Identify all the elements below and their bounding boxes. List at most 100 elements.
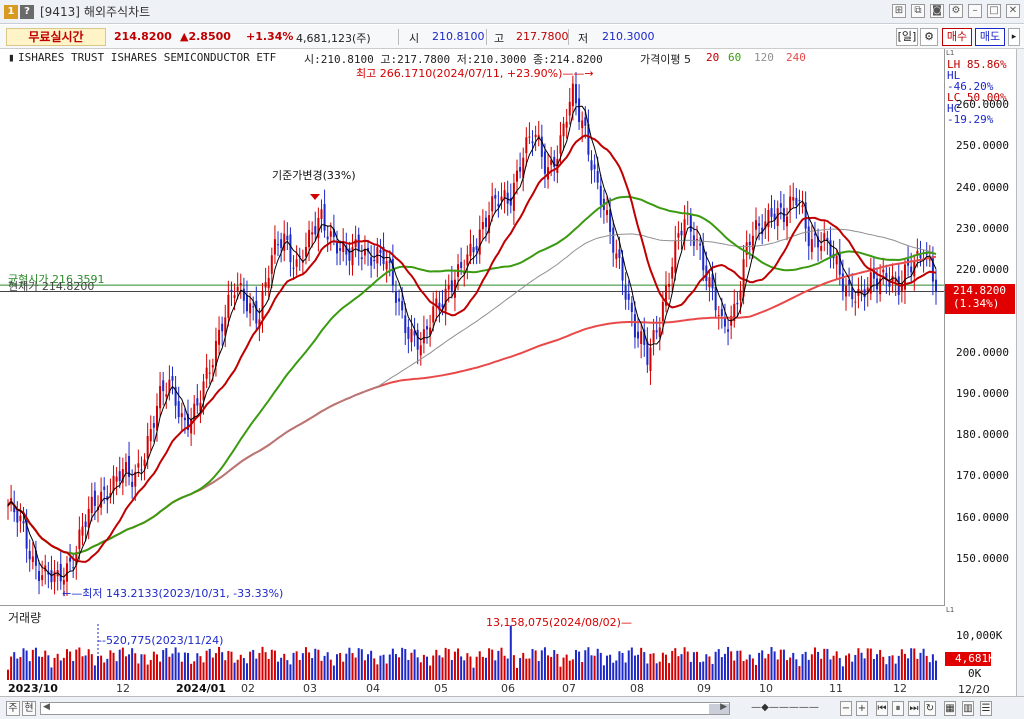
candle — [286, 235, 289, 241]
candle — [478, 229, 481, 255]
volume-bar — [733, 660, 736, 680]
right-scrollbar[interactable] — [1016, 49, 1024, 696]
candle — [270, 255, 273, 274]
period-selector[interactable]: [일] — [896, 28, 918, 46]
date-label: 12 — [116, 682, 130, 695]
volume-bar — [727, 646, 730, 680]
candle — [661, 301, 664, 322]
zoom-out-icon[interactable]: − — [840, 701, 852, 716]
volume-scale-icon[interactable]: L1 — [946, 606, 955, 614]
candle — [205, 367, 208, 379]
current-price-tag: 214.8200 (1.34%) — [945, 284, 1015, 314]
volume-bar — [723, 653, 726, 680]
last-icon[interactable]: ⏭ — [908, 701, 920, 716]
screenshot-icon[interactable]: ◙ — [930, 4, 944, 18]
pause-icon[interactable]: ⏸ — [892, 701, 904, 716]
zoom-current-button[interactable]: 현 — [22, 701, 36, 716]
minimize-icon[interactable]: – — [968, 4, 982, 18]
volume-bar — [171, 653, 174, 680]
volume-bar — [528, 658, 531, 680]
sell-button[interactable]: 매도 — [975, 28, 1005, 46]
volume-bar — [674, 648, 677, 680]
volume-bar — [578, 651, 581, 680]
maximize-icon[interactable]: □ — [987, 4, 1001, 18]
buy-button[interactable]: 매수 — [942, 28, 972, 46]
candle — [363, 249, 366, 256]
volume-bar — [646, 663, 649, 680]
candle — [571, 83, 574, 107]
volume-bar — [109, 650, 112, 680]
price-chart[interactable]: 최고 266.1710(2024/07/11, +23.90%)——→ ←—최저 … — [0, 64, 944, 606]
candle — [817, 236, 820, 248]
volume-bar — [165, 648, 168, 680]
candle — [304, 246, 307, 257]
volume-bar — [463, 660, 466, 680]
link-icon[interactable]: ⊞ — [892, 4, 906, 18]
price-tick: 150.0000 — [956, 552, 1009, 565]
candle — [65, 563, 68, 582]
volume-bar — [78, 647, 81, 680]
axis-scale-icon[interactable]: L1 — [946, 49, 955, 57]
volume-chart[interactable]: --520,775(2023/11/24) 13,158,075(2024/08/… — [0, 606, 944, 682]
zoom-week-button[interactable]: 주 — [6, 701, 20, 716]
volume-bar — [227, 651, 230, 680]
scroll-left-icon[interactable]: ◀ — [43, 702, 50, 712]
grid-icon[interactable]: ▦ — [944, 701, 956, 716]
candle — [540, 136, 543, 157]
candle — [391, 258, 394, 286]
help-icon[interactable]: ? — [20, 4, 34, 19]
volume-bar — [776, 659, 779, 680]
volume-bar — [382, 654, 385, 680]
volume-bar — [314, 648, 317, 680]
candle — [497, 203, 500, 207]
settings-icon[interactable]: ⚙ — [949, 4, 963, 18]
zoom-in-icon[interactable]: + — [856, 701, 868, 716]
realtime-mode[interactable]: 무료실시간 — [6, 28, 106, 46]
candle — [655, 330, 658, 333]
volume-bar — [748, 654, 751, 680]
candle — [146, 436, 149, 459]
candle — [764, 221, 767, 229]
low-label: 저 — [578, 32, 589, 45]
split-marker-icon — [310, 194, 320, 200]
volume-bar — [152, 651, 155, 680]
volume-bar — [289, 664, 292, 680]
volume-bar — [62, 657, 65, 680]
candle — [801, 205, 804, 208]
candle — [593, 164, 596, 170]
price-tick: 240.0000 — [956, 180, 1009, 194]
zoom-slider[interactable]: —◆————— — [751, 702, 819, 713]
close-icon[interactable]: ✕ — [1006, 4, 1020, 18]
expand-icon[interactable]: ▸ — [1008, 28, 1020, 46]
candle — [565, 121, 568, 128]
split-icon[interactable]: ▥ — [962, 701, 974, 716]
chart-settings-icon[interactable]: ⚙ — [920, 28, 938, 46]
volume-bar — [562, 657, 565, 680]
candle — [277, 244, 280, 246]
scroll-thumb[interactable] — [709, 704, 729, 714]
candle — [469, 243, 472, 257]
volume-bar — [925, 655, 928, 680]
volume-bar — [826, 648, 829, 680]
volume-bar — [450, 659, 453, 680]
candle — [689, 214, 692, 232]
candle — [767, 209, 770, 228]
first-icon[interactable]: ⏮ — [876, 701, 888, 716]
volume-bar — [196, 653, 199, 680]
candle — [885, 273, 888, 280]
candle — [453, 279, 456, 298]
scroll-right-icon[interactable]: ▶ — [720, 702, 727, 712]
volume-bar — [590, 655, 593, 680]
ma5-line — [7, 105, 937, 578]
candle — [140, 469, 143, 471]
candle — [388, 260, 391, 263]
volume-bar — [401, 647, 404, 680]
copy-icon[interactable]: ⧉ — [911, 4, 925, 18]
volume-bar — [565, 654, 568, 680]
candle — [370, 257, 373, 266]
ma240-legend: 240 — [786, 51, 806, 64]
chart-scrollbar[interactable]: ◀ ▶ — [40, 702, 730, 715]
list-icon[interactable]: ☰ — [980, 701, 992, 716]
candle — [860, 290, 863, 295]
refresh-icon[interactable]: ↻ — [924, 701, 936, 716]
